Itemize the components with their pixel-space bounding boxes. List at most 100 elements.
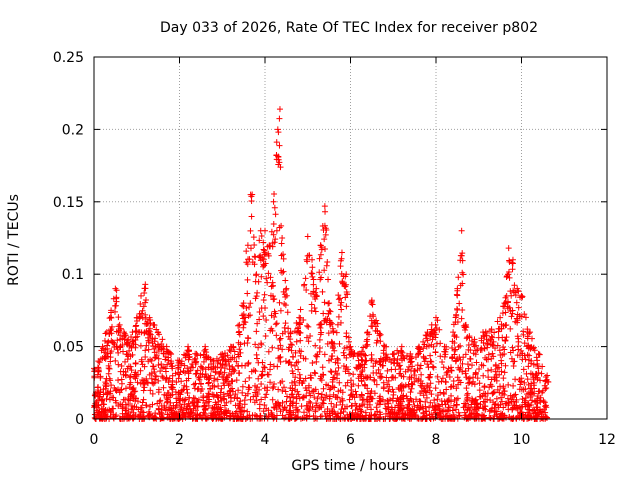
data-point [426,405,432,411]
data-point [231,395,237,401]
data-point [271,314,277,320]
data-point [273,211,279,217]
data-point [319,413,325,419]
data-point [119,381,125,387]
data-point-peak [312,305,318,311]
data-point [493,363,499,369]
data-point [270,280,276,286]
data-point [157,397,163,403]
data-point [285,309,291,315]
data-point-peak [142,285,148,291]
data-point [336,314,342,320]
data-point [486,384,492,390]
data-point-peak [262,228,268,234]
data-point [251,242,257,248]
data-point [505,396,511,402]
y-tick-label: 0.2 [62,122,84,138]
data-point [262,292,268,298]
data-point [242,378,248,384]
data-point-peak [398,349,404,355]
data-point-peak [271,221,277,227]
data-point [115,362,121,368]
data-point-peak [140,308,146,314]
data-point [512,376,518,382]
data-point [269,345,275,351]
data-point [253,328,259,334]
data-point [244,290,250,296]
data-point [107,366,113,372]
data-point [278,308,284,314]
x-tick-labels: 0 2 4 6 8 10 12 [90,432,616,448]
data-point [433,385,439,391]
data-point [508,313,514,319]
data-point [270,385,276,391]
data-point [439,359,445,365]
y-tick-label: 0.15 [53,195,84,211]
data-point [273,321,279,327]
data-point [284,399,290,405]
data-point [427,353,433,359]
data-point [226,382,232,388]
data-point [267,366,273,372]
data-point [167,400,173,406]
data-point-peak [105,339,111,345]
data-point [329,369,335,375]
data-point [525,376,531,382]
data-point [255,345,261,351]
data-point [453,358,459,364]
data-point [373,404,379,410]
data-point [298,307,304,313]
data-point [343,303,349,309]
data-point [169,385,175,391]
data-point-peak [459,253,465,259]
data-point-peak [309,274,315,280]
data-point [389,375,395,381]
data-point-peak [251,234,257,240]
x-tick-label: 6 [346,432,355,448]
data-point [263,391,269,397]
data-point [261,297,267,303]
data-point [235,387,241,393]
data-point [301,281,307,287]
data-point [468,356,474,362]
data-point [319,377,325,383]
data-point [455,274,461,280]
data-point [486,414,492,420]
data-point-peak [318,252,324,258]
data-point [432,349,438,355]
data-point [525,363,531,369]
data-point-peak [297,321,303,327]
data-point-peak [276,143,282,149]
data-point [360,345,366,351]
data-point [309,360,315,366]
data-point [239,363,245,369]
data-point [372,412,378,418]
data-point-peak [339,249,345,255]
data-point-peak [305,234,311,240]
data-point [270,397,276,403]
data-point-peak [322,203,328,209]
data-point [324,259,330,265]
data-point [292,363,298,369]
data-point-peak [243,248,249,254]
data-point [362,358,368,364]
data-point [426,375,432,381]
data-point [155,362,161,368]
x-axis-label: GPS time / hours [291,458,408,474]
x-tick-label: 0 [90,432,99,448]
data-point [141,387,147,393]
data-point [331,348,337,354]
data-point [346,397,352,403]
data-point [437,340,443,346]
data-point [133,360,139,366]
data-point [261,364,267,370]
data-point [158,361,164,367]
y-tick-label: 0.25 [53,50,84,66]
y-tick-labels: 00.050.10.150.20.25 [53,50,84,428]
data-point [259,372,265,378]
data-point [453,312,459,318]
data-point [247,228,253,234]
data-point [258,373,264,379]
data-point [425,364,431,370]
data-point-peak [282,294,288,300]
